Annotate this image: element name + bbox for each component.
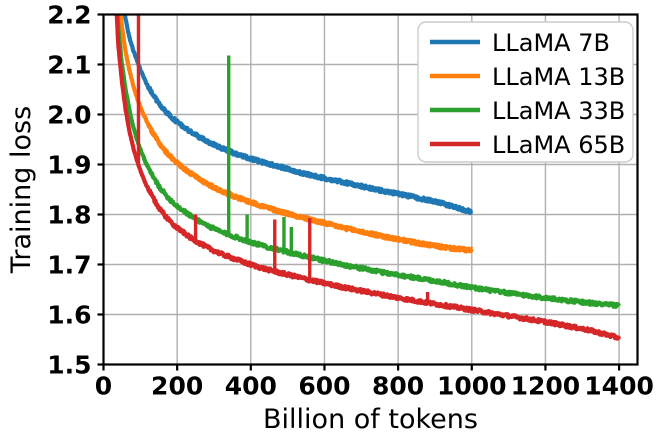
- legend-label: LLaMA 65B: [492, 131, 625, 159]
- series-lines: [114, 14, 622, 341]
- legend-label: LLaMA 7B: [492, 29, 610, 57]
- y-tick-label: 2.2: [47, 1, 91, 30]
- x-tick-labels: 0 200 400 600 800 1000 1200 1400: [95, 372, 654, 401]
- y-tick-label: 2.0: [47, 101, 91, 130]
- series-line-llama-7b: [122, 14, 474, 216]
- x-tick-label: 0: [95, 372, 112, 401]
- legend-box: [417, 21, 634, 163]
- x-tick-label: 1000: [437, 372, 507, 401]
- legend-label: LLaMA 13B: [492, 63, 625, 91]
- x-tick-label: 800: [372, 372, 424, 401]
- x-axis-title: Billion of tokens: [263, 404, 478, 435]
- y-tick-label: 2.1: [47, 51, 91, 80]
- y-tick-label: 1.6: [47, 301, 91, 330]
- tick-marks: [97, 13, 621, 371]
- y-tick-label: 1.8: [47, 201, 91, 230]
- x-tick-label: 200: [151, 372, 203, 401]
- series-line-llama-13b: [118, 14, 474, 254]
- x-tick-label: 600: [298, 372, 350, 401]
- legend: LLaMA 7B LLaMA 13B LLaMA 33B LLaMA 65B: [417, 21, 634, 163]
- y-axis-title: Training loss: [6, 106, 37, 274]
- y-tick-label: 1.5: [47, 351, 91, 380]
- y-tick-labels: 1.5 1.6 1.7 1.8 1.9 2.0 2.1 2.2: [47, 1, 91, 380]
- x-tick-label: 400: [225, 372, 277, 401]
- legend-label: LLaMA 33B: [492, 97, 625, 125]
- series-line-llama-33b: [115, 14, 621, 310]
- axes-spines: [102, 13, 639, 366]
- x-tick-label: 1400: [584, 372, 654, 401]
- y-tick-label: 1.7: [47, 251, 91, 280]
- series-line-llama-65b: [114, 14, 622, 341]
- x-tick-label: 1200: [511, 372, 581, 401]
- y-tick-label: 1.9: [47, 151, 91, 180]
